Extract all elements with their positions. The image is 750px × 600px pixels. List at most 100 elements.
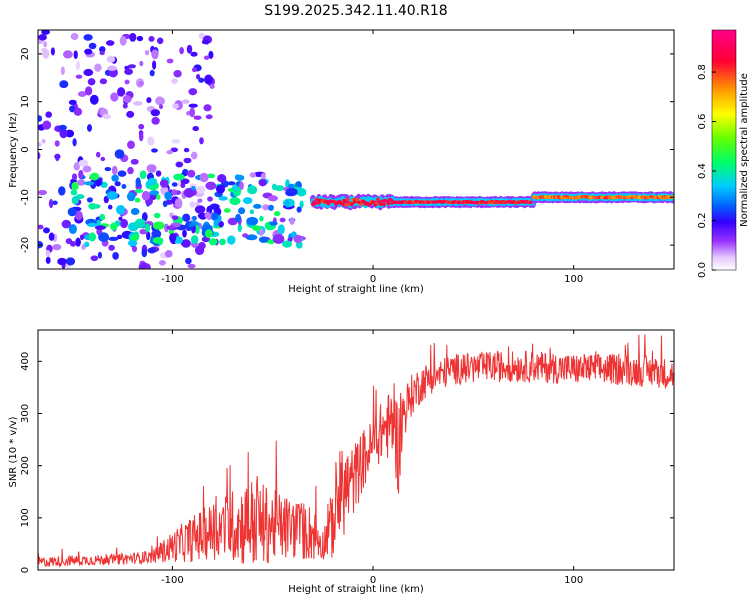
spectrogram-cluster-cell (243, 197, 253, 205)
spectrogram-noise-cell (83, 34, 93, 41)
colorbar-tick-label: 0.8 (697, 64, 708, 80)
spectrogram-noise-cell (147, 247, 157, 254)
spectrogram-cluster-cell (204, 229, 213, 239)
spectrogram-noise-cell (105, 40, 115, 46)
spectrogram-noise-cell (72, 138, 77, 147)
spectrogram-noise-cell (71, 173, 78, 181)
spectrogram-cluster-cell (152, 221, 165, 230)
spectrogram-noise-cell (139, 60, 144, 67)
spectrogram-cluster-cell (111, 174, 119, 182)
spectrogram-cluster-cell (87, 222, 98, 228)
spectrogram-noise-cell (127, 140, 135, 150)
spectrogram-noise-cell (68, 99, 77, 106)
spectrogram-cluster-cell (183, 187, 195, 198)
spectrogram-cluster-cell (69, 241, 77, 247)
spectrogram-noise-cell (185, 257, 192, 265)
colorbar (711, 29, 737, 271)
spectrogram-noise-cell (87, 78, 96, 86)
spectrogram-noise-cell (203, 104, 212, 112)
spectrogram-cluster-cell (68, 224, 77, 235)
spectrogram-noise-cell (138, 131, 144, 142)
spectrogram-cluster-cell (190, 185, 196, 191)
spectrogram-noise-cell (73, 50, 78, 60)
spectrogram-cluster-cell (187, 169, 196, 178)
spectrogram-cluster-cell (99, 213, 106, 221)
spectrogram-noise-cell (65, 129, 75, 138)
spectrogram-noise-cell (75, 237, 81, 247)
spectrogram-noise-cell (84, 86, 93, 96)
spectrogram-noise-cell (165, 249, 173, 258)
spectrogram-cluster-cell (246, 216, 259, 226)
spectrogram-noise-cell (107, 65, 117, 71)
spectrogram-noise-cell (88, 42, 97, 50)
spectrogram-cluster-cell (296, 206, 302, 213)
spectrogram-noise-cell (151, 116, 160, 125)
spectrogram-noise-cell (102, 113, 112, 120)
spectrogram-noise-cell (122, 103, 128, 109)
spectrogram-ridge-core (344, 203, 349, 207)
spectrogram-cluster-cell (188, 222, 195, 227)
spectrogram-cluster-cell (134, 197, 141, 203)
spectrogram-noise-cell (146, 164, 157, 173)
snr-axes: -100 0 100 0 100 200 300 400 (20, 330, 674, 586)
spectrogram-cluster-cell (288, 183, 295, 189)
spectrogram-ylabel: Frequency (Hz) (8, 112, 19, 188)
spectrogram-cluster-cell (216, 184, 225, 194)
spectrogram-cluster-cell (249, 172, 257, 178)
spectrogram-cluster-cell (84, 241, 90, 247)
spectrogram-noise-cell (171, 78, 179, 84)
spectrogram-noise-cell (196, 73, 201, 80)
spectrogram-noise-cell (198, 32, 205, 39)
spectrogram-cluster-cell (260, 173, 266, 180)
spectrogram-ridge-core (386, 202, 391, 206)
spectrogram-noise-cell (197, 198, 203, 203)
spectrogram-noise-cell (119, 218, 129, 229)
spectrogram-noise-cell (106, 56, 116, 63)
spectrogram-noise-cell (38, 142, 42, 147)
spectrogram-noise-cell (183, 147, 190, 153)
spectrogram-cluster-cell (190, 235, 199, 244)
spectrogram-noise-cell (45, 256, 51, 264)
spectrogram-cluster-cell (247, 185, 258, 195)
spectrogram-noise-cell (144, 49, 150, 56)
spectrogram-xtick-label: 0 (370, 274, 376, 285)
spectrogram-cluster-cell (231, 184, 239, 192)
spectrogram-cluster-cell (88, 232, 97, 242)
spectrogram-noise-cell (201, 39, 210, 45)
spectrogram-noise-cell (166, 150, 174, 155)
spectrogram-noise-cell (45, 249, 51, 257)
spectrogram-noise-cell (116, 234, 123, 240)
spectrogram-noise-cell (75, 74, 83, 79)
spectrogram-ytick-label: -10 (20, 189, 31, 205)
colorbar-ticks: 0.0 0.2 0.4 0.6 0.8 (697, 64, 716, 278)
spectrogram-cluster-cell (95, 178, 102, 187)
spectrogram-noise-cell (126, 110, 135, 118)
spectrogram-cluster-cell (213, 219, 219, 228)
spectrogram-cluster-cell (268, 239, 274, 245)
spectrogram-noise-cell (43, 227, 50, 234)
spectrogram-cluster-cell (173, 173, 185, 181)
spectrogram-noise-cell (170, 147, 179, 153)
spectrogram-cluster-cell (71, 181, 79, 191)
spectrogram-noise-cell (179, 46, 184, 55)
snr-ylabel: SNR (10 * v/v) (8, 416, 19, 487)
figure-title: S199.2025.342.11.40.R18 (264, 3, 447, 19)
spectrogram-noise-cell (38, 115, 43, 122)
snr-series-line (38, 334, 674, 568)
spectrogram-noise-cell (54, 140, 60, 147)
spectrogram-ytick-label: 20 (20, 48, 31, 61)
spectrogram-noise-cell (63, 50, 73, 59)
spectrogram-cluster-cell (158, 238, 163, 246)
spectrogram-cluster-cell (271, 183, 277, 191)
spectrogram-noise-cell (43, 41, 48, 48)
spectrogram-noise-cell (77, 91, 87, 97)
spectrogram-cluster-cell (262, 204, 270, 211)
spectrogram-noise-cell (127, 166, 134, 175)
spectrogram-noise-cell (138, 81, 144, 86)
spectrogram-cluster-cell (285, 199, 290, 208)
spectrogram-noise-cell (131, 245, 138, 253)
spectrogram-noise-cell (173, 69, 182, 78)
spectrogram-cluster-cell (282, 240, 293, 248)
spectrogram-noise-cell (100, 156, 106, 162)
spectrogram-noise-cell (58, 124, 67, 131)
